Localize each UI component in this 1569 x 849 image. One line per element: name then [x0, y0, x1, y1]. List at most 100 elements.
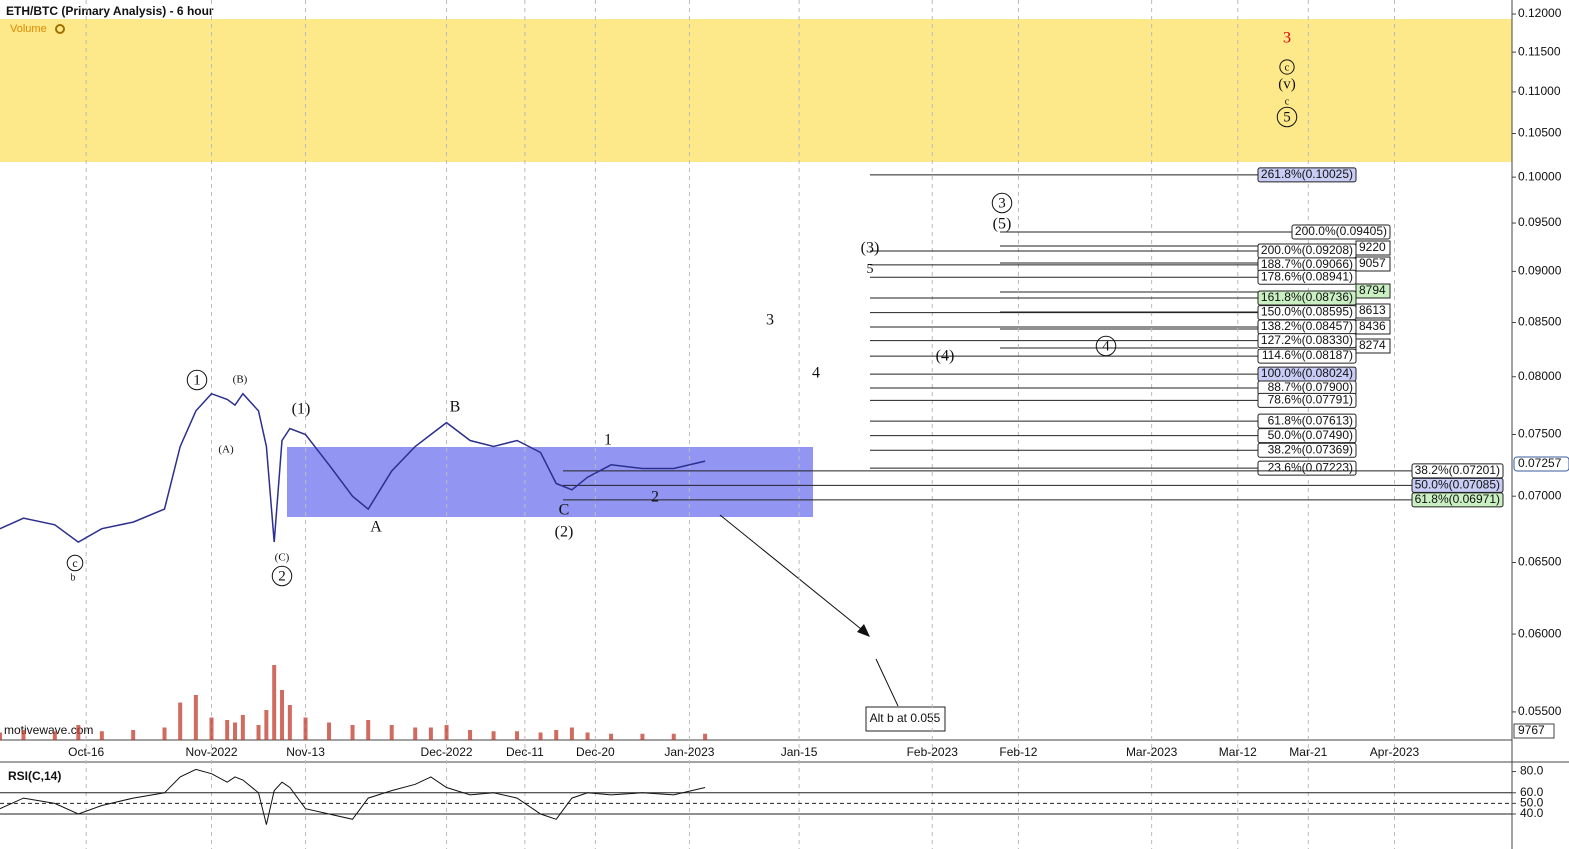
x-tick-label: Dec-2022	[421, 745, 473, 759]
wave-label: (v)	[1278, 76, 1296, 92]
overflow-lines	[1000, 245, 1258, 349]
volume-bar	[468, 730, 473, 740]
wave-label: B	[450, 399, 461, 416]
fib-label: 188.7%(0.09066)	[1261, 257, 1353, 271]
y-tick-label: 0.07000	[1518, 488, 1562, 502]
volume-bar	[264, 710, 269, 740]
wave-circle	[1095, 335, 1117, 357]
fib-overflow-label: 8613	[1359, 303, 1386, 317]
arrow	[719, 514, 867, 634]
volume-bar	[491, 731, 496, 740]
volume-bar	[350, 725, 355, 740]
fib-label: 78.6%(0.07791)	[1268, 393, 1353, 407]
x-tick-label: Jan-15	[781, 745, 818, 759]
fib-overflow-label: 9220	[1359, 240, 1386, 254]
volume-bar	[671, 733, 676, 740]
target-zone	[0, 19, 1512, 162]
wave-label: (A)	[218, 444, 234, 456]
x-tick-label: Mar-21	[1289, 745, 1327, 759]
wave-label: (1)	[292, 401, 311, 418]
volume-bar	[538, 732, 543, 740]
fib-label-box	[1411, 463, 1504, 479]
note-box	[865, 706, 946, 732]
wave-label: 1	[604, 432, 612, 449]
note: Alt b at 0.055	[870, 711, 941, 725]
volume-marker: 9767	[1518, 723, 1545, 737]
wave-label: (4)	[936, 348, 955, 365]
consolidation-box	[287, 447, 813, 517]
rsi-tick-label: 60.0	[1520, 785, 1544, 799]
wave-label: 4	[1102, 338, 1110, 354]
fib-label: 150.0%(0.08595)	[1261, 305, 1353, 319]
fib-overflow-box	[1355, 283, 1391, 299]
y-tick-label: 0.09000	[1518, 264, 1562, 278]
fib-label: 61.8%(0.06971)	[1415, 492, 1500, 506]
y-tick-label: 0.10500	[1518, 126, 1562, 140]
volume-bar	[413, 727, 418, 740]
fib-overflow-label: 8274	[1359, 338, 1386, 352]
rsi-line	[0, 768, 706, 825]
fib-label: 23.6%(0.07223)	[1268, 460, 1353, 474]
x-tick-label: Jan-2023	[664, 745, 714, 759]
fib-label: 200.0%(0.09405)	[1295, 224, 1387, 238]
fib-overflow-label: 8794	[1359, 283, 1386, 297]
fib-label-box	[1257, 442, 1357, 458]
wave-label: C	[559, 502, 570, 519]
fib-overflow-label: 9057	[1359, 256, 1386, 270]
wave-label: (2)	[555, 524, 574, 541]
fib-label-box	[1257, 269, 1357, 285]
rsi-tick-label: 80.0	[1520, 764, 1544, 778]
wave-label: b	[71, 572, 76, 583]
wave-label: (B)	[233, 374, 248, 386]
volume-bar	[21, 730, 26, 740]
volume-bar	[225, 720, 230, 740]
wave-label: c	[72, 556, 77, 570]
fib-label-box	[1291, 224, 1391, 240]
y-tick-label: 0.10000	[1518, 169, 1562, 183]
volume-bar	[280, 690, 285, 740]
volume-bar	[389, 725, 394, 740]
volume-bar	[99, 731, 104, 740]
volume-bar	[0, 732, 2, 740]
x-tick-label: Mar-12	[1219, 745, 1257, 759]
fib-label: 38.2%(0.07369)	[1268, 442, 1353, 456]
wave-circle	[66, 554, 84, 572]
x-tick-label: Oct-16	[68, 745, 104, 759]
volume-bar	[609, 733, 614, 740]
fib-overflow-box	[1355, 256, 1391, 272]
volume-marker-box	[1513, 723, 1555, 739]
x-tick-label: Dec-20	[576, 745, 615, 759]
y-tick-label: 0.07500	[1518, 427, 1562, 441]
fib-overflow-label: 8436	[1359, 319, 1386, 333]
y-tick-label: 0.06000	[1518, 626, 1562, 640]
volume-bar	[178, 702, 183, 740]
wave-label: 2	[278, 568, 286, 584]
volume-bar	[515, 731, 520, 740]
x-tick-label: Nov-13	[286, 745, 325, 759]
volume-bar	[240, 715, 245, 740]
volume-bar	[444, 725, 449, 740]
wave-label: (3)	[861, 240, 880, 257]
y-tick-label: 0.12000	[1518, 6, 1562, 20]
x-tick-label: Apr-2023	[1370, 745, 1420, 759]
y-tick-label: 0.06500	[1518, 555, 1562, 569]
x-tick-label: Nov-2022	[186, 745, 238, 759]
wave-circle	[991, 192, 1013, 214]
fib-label-box	[1257, 460, 1357, 476]
fib-label: 261.8%(0.10025)	[1261, 167, 1353, 181]
volume-bar	[233, 722, 238, 740]
fib-label-box	[1257, 167, 1357, 183]
wave-label: c	[1285, 96, 1290, 107]
volume-bar	[287, 705, 292, 740]
volume-bar	[162, 727, 167, 740]
fib-label-box	[1411, 477, 1504, 493]
wave-circle	[186, 369, 208, 391]
settings-icon[interactable]	[55, 24, 65, 34]
price-line	[0, 392, 706, 543]
fib-overflow-box	[1355, 338, 1391, 354]
fib-label: 178.6%(0.08941)	[1261, 269, 1353, 283]
volume-bar	[76, 725, 81, 740]
wave-label: (5)	[993, 216, 1012, 233]
